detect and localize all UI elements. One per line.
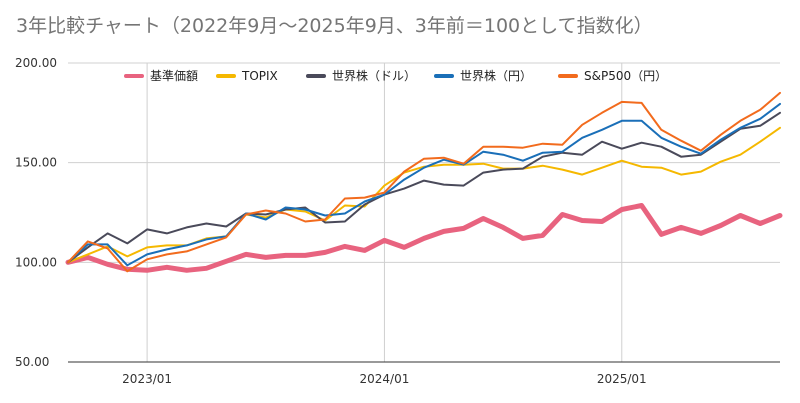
legend-label: 世界株（ドル）: [332, 68, 416, 83]
series-1: [67, 126, 781, 264]
series-4: [67, 91, 781, 273]
legend-item: TOPIX: [216, 69, 278, 83]
y-tick-label: 200.00: [15, 56, 57, 70]
x-tick-label: 2023/01: [122, 372, 172, 386]
legend-label: 基準価額: [150, 68, 198, 83]
legend-label: TOPIX: [241, 69, 278, 83]
axis-layer: 50.00 100.00 150.00 200.00 2023/01 2024/01 202…: [15, 56, 780, 386]
series-0: [65, 203, 783, 273]
chart-title: 3年比較チャート（2022年9月～2025年9月、3年前＝100として指数化）: [16, 15, 653, 37]
series-line: [67, 102, 781, 267]
legend-item: 世界株（円）: [434, 68, 532, 83]
series-layer: [65, 91, 783, 273]
grid-layer: [68, 62, 780, 362]
x-tick-label: 2025/01: [597, 372, 647, 386]
series-2: [67, 111, 781, 264]
legend-item: S&P500（円）: [558, 69, 667, 83]
legend: 基準価額 TOPIX 世界株（ドル） 世界株（円） S&P500（円）: [124, 68, 667, 83]
series-line: [67, 111, 781, 264]
series-line: [67, 126, 781, 264]
x-tick-label: 2024/01: [360, 372, 410, 386]
y-tick-label: 50.00: [15, 355, 49, 369]
y-tick-label: 150.00: [15, 156, 57, 170]
legend-label: S&P500（円）: [584, 69, 667, 83]
y-tick-label: 100.00: [15, 255, 57, 269]
legend-label: 世界株（円）: [460, 68, 532, 83]
series-3: [67, 102, 781, 267]
legend-item: 基準価額: [124, 68, 198, 83]
legend-item: 世界株（ドル）: [306, 68, 416, 83]
series-line: [65, 203, 783, 273]
series-line: [67, 91, 781, 273]
